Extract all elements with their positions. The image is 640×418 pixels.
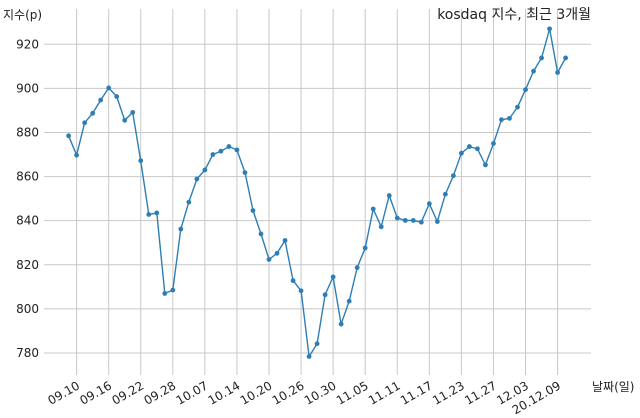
data-point [106,85,112,91]
data-point [122,117,128,123]
data-point [250,208,256,213]
data-point [178,226,184,232]
data-point [563,55,568,61]
data-point [402,218,408,223]
data-point [154,210,160,216]
data-point [434,219,440,224]
data-point [138,158,144,164]
data-point [82,120,88,126]
data-point [370,206,376,212]
data-point [186,199,192,205]
data-point [555,70,560,75]
data-point [346,298,352,304]
data-point [475,146,480,152]
data-point [194,176,200,182]
data-point [394,215,400,221]
data-point [242,170,248,175]
data-point [426,201,432,207]
y-tick-label: 920 [16,37,39,51]
data-point [410,218,416,223]
data-point [274,250,280,256]
data-point [90,110,96,116]
data-point [458,150,464,156]
data-point [362,245,368,251]
data-point [450,173,456,179]
data-point [515,104,520,110]
data-point [226,144,232,149]
y-tick-label: 840 [16,214,39,228]
data-points [66,26,568,359]
data-point [523,87,528,93]
data-point [322,292,328,298]
data-point [74,152,80,158]
data-point [234,147,240,153]
data-point [266,257,272,262]
data-point [491,141,496,146]
data-point [162,291,168,296]
data-point [338,321,344,327]
data-point [378,224,384,230]
y-tick-label: 880 [16,125,39,139]
data-point [66,133,71,139]
x-axis-label: 날짜(일) [592,380,634,394]
y-tick-label: 860 [16,170,39,184]
y-tick-label: 800 [16,302,39,316]
data-point [547,26,552,32]
y-axis-label: 지수(p) [3,8,42,22]
data-point [290,278,296,284]
data-point [354,265,360,271]
data-point [258,231,264,237]
data-point [210,152,216,157]
data-point [442,191,448,197]
data-point [386,193,392,198]
y-axis-ticks: 780 800 820 840 860 880 900 920 [16,37,39,360]
gridlines [44,9,591,375]
data-point [146,212,152,217]
data-point [170,287,176,293]
data-point [130,110,136,115]
y-tick-label: 780 [16,346,39,360]
data-point [418,219,424,225]
y-tick-label: 820 [16,258,39,272]
data-point [330,274,336,280]
y-tick-label: 900 [16,81,39,95]
data-point [483,162,488,168]
chart-title: kosdaq 지수, 최근 3개월 [437,7,591,23]
data-point [114,94,120,99]
data-point [531,68,536,74]
data-point [314,341,320,347]
data-point [467,144,472,149]
data-point [98,97,104,103]
data-point [306,354,312,359]
data-point [282,238,288,243]
data-point [298,288,304,294]
data-point [202,167,208,173]
data-point [539,55,544,61]
data-point [507,115,512,121]
data-point [499,117,504,123]
data-point [218,148,224,154]
